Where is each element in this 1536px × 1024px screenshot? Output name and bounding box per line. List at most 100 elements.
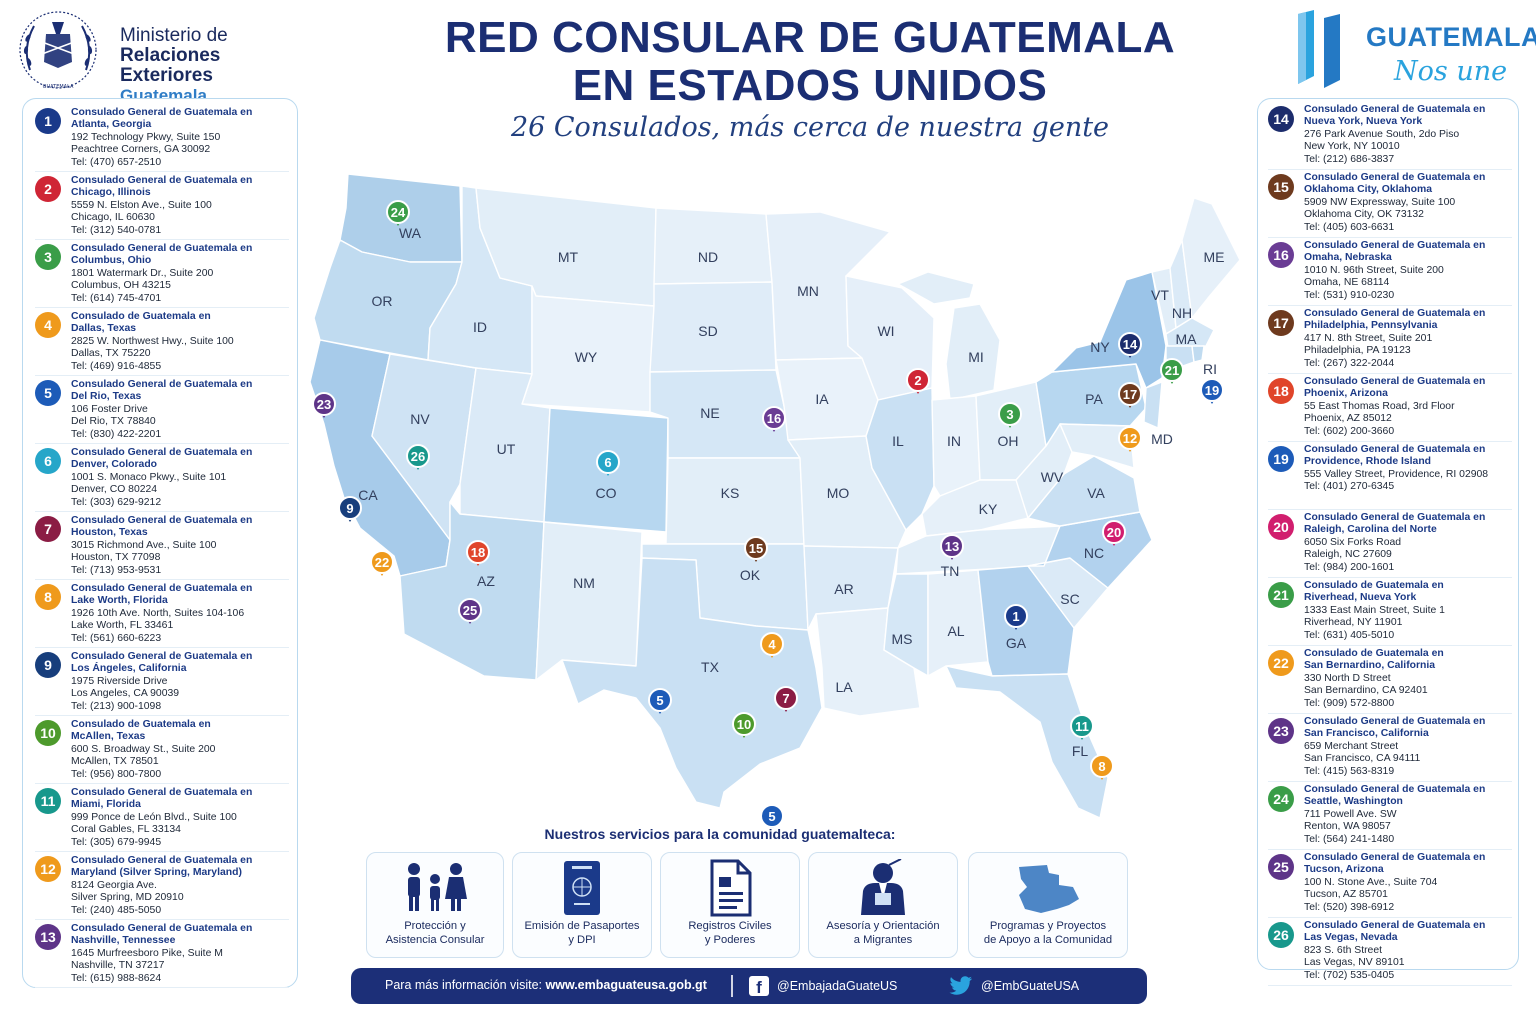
consulate-phone: Tel: (303) 629-9212	[71, 496, 162, 508]
consulate-marker-9[interactable]: 9	[338, 496, 362, 522]
marker-circle	[1160, 358, 1184, 382]
consulate-phone: Tel: (702) 535-0405	[1304, 969, 1395, 981]
consulate-marker-26[interactable]: 26	[406, 444, 430, 470]
consulate-marker-5[interactable]: 5	[760, 804, 784, 828]
marker-number: 24	[391, 205, 406, 220]
state-label-ms: MS	[892, 631, 913, 647]
consulate-marker-6[interactable]: 6	[596, 450, 620, 476]
marker-circle	[774, 686, 798, 710]
consulate-city-zip: Dallas, TX 75220	[71, 348, 151, 360]
marker-number: 6	[604, 455, 611, 470]
service-registros: Registros Civiles y Poderes	[660, 852, 800, 958]
consulate-number-badge: 7	[35, 516, 61, 542]
consulate-number-badge: 17	[1268, 310, 1294, 336]
twitter-link[interactable]: @EmbGuateUSA	[949, 975, 1079, 997]
service-3-line-2: y Poderes	[704, 934, 756, 946]
service-programas: Programas y Proyectos de Apoyo a la Comun…	[968, 852, 1128, 958]
state-label-mn: MN	[797, 283, 819, 299]
consulate-number-badge: 4	[35, 312, 61, 338]
consulate-marker-11[interactable]: 11	[1070, 714, 1094, 740]
state-ri	[1191, 345, 1205, 363]
consulate-marker-1[interactable]: 1	[1004, 604, 1028, 630]
consulate-phone: Tel: (312) 540-0781	[71, 224, 162, 236]
consulate-phone: Tel: (240) 485-5050	[71, 904, 162, 916]
footer-bar: Para más información visite: www.embagua…	[351, 968, 1147, 1004]
marker-number: 10	[737, 717, 751, 732]
facebook-link[interactable]: f @EmbajadaGuateUS	[749, 975, 897, 997]
marker-number: 3	[1006, 407, 1013, 422]
consulate-marker-2[interactable]: 2	[906, 368, 930, 394]
marker-number: 19	[1205, 383, 1219, 398]
consulate-marker-4[interactable]: 4	[760, 632, 784, 658]
state-label-or: OR	[372, 293, 393, 309]
marker-circle	[406, 444, 430, 468]
consulate-city: Philadelphia, Pennsylvania	[1304, 320, 1438, 332]
footer-website[interactable]: Para más información visite: www.embagua…	[385, 978, 707, 992]
consulate-marker-25[interactable]: 25	[458, 598, 482, 624]
consulate-city: Oklahoma City, Oklahoma	[1304, 184, 1432, 196]
consulate-city-zip: San Francisco, CA 94111	[1304, 753, 1421, 765]
consulate-city: Los Ángeles, California	[71, 663, 187, 675]
consulate-marker-14[interactable]: 14	[1118, 332, 1142, 358]
consulate-marker-17[interactable]: 17	[1118, 382, 1142, 408]
ministry-logo: GUATEMALA Ministerio de Relaciones Exter…	[12, 8, 312, 105]
consulate-marker-13[interactable]: 13	[940, 534, 964, 560]
consulate-city: Tucson, Arizona	[1304, 864, 1384, 876]
consulate-marker-12[interactable]: 12	[1118, 426, 1142, 452]
consulate-entry: 21 Consulado de Guatemala en Riverhead, Nu…	[1268, 578, 1512, 646]
consulate-marker-24[interactable]: 24	[386, 200, 410, 226]
consulate-marker-3[interactable]: 3	[998, 402, 1022, 428]
consulate-marker-19[interactable]: 19	[1200, 378, 1224, 404]
state-nj	[1143, 381, 1163, 429]
consulate-city-zip: McAllen, TX 78501	[71, 756, 159, 768]
consulate-marker-5[interactable]: 5	[648, 688, 672, 714]
consulate-name: Consulado General de Guatemala en	[1304, 444, 1486, 455]
service-5-line-2: de Apoyo a la Comunidad	[983, 934, 1113, 946]
state-label-sd: SD	[698, 323, 717, 339]
consulate-marker-8[interactable]: 8	[1090, 754, 1114, 780]
consulate-address: 276 Park Avenue South, 2do Piso	[1304, 128, 1460, 140]
consulate-city-zip: Houston, TX 77098	[71, 552, 161, 564]
consulate-name: Consulado General de Guatemala en	[1304, 852, 1486, 863]
consulate-marker-15[interactable]: 15	[744, 536, 768, 562]
consulate-marker-23[interactable]: 23	[312, 392, 336, 418]
consulate-entry: 18 Consulado General de Guatemala en Phoen…	[1268, 374, 1512, 442]
state-label-ky: KY	[979, 501, 998, 517]
consulate-name: Consulado de Guatemala en	[1304, 580, 1444, 591]
consulate-marker-22[interactable]: 22	[370, 550, 394, 576]
consulate-address: 5909 NW Expressway, Suite 100	[1304, 196, 1456, 208]
consulate-address: 1801 Watermark Dr., Suite 200	[71, 267, 214, 279]
marker-number: 5	[768, 809, 775, 824]
marker-number: 9	[346, 501, 353, 516]
marker-number: 2	[914, 373, 921, 388]
consulate-number-badge: 24	[1268, 786, 1294, 812]
marker-number: 21	[1165, 363, 1179, 378]
consulate-entry: 1 Consulado General de Guatemala en Atlant…	[35, 104, 289, 172]
services-title: Nuestros servicios para la comunidad gua…	[544, 826, 896, 842]
footer-website-url[interactable]: www.embaguateusa.gob.gt	[545, 978, 707, 992]
passport-icon	[564, 861, 600, 915]
consulate-address: 1645 Murfreesboro Pike, Suite M	[71, 947, 223, 959]
marker-circle	[1200, 378, 1224, 402]
consulate-marker-18[interactable]: 18	[466, 540, 490, 566]
service-1-line-1: Protección y	[404, 920, 466, 932]
consulate-city: Miami, Florida	[71, 799, 141, 811]
state-label-wi: WI	[877, 323, 894, 339]
consulate-entry: 13 Consulado General de Guatemala en Nashv…	[35, 920, 289, 988]
consulate-name: Consulado General de Guatemala en	[71, 243, 253, 254]
consulate-marker-20[interactable]: 20	[1102, 520, 1126, 546]
consulate-phone: Tel: (615) 988-8624	[71, 972, 162, 984]
consulate-entry: 7 Consulado General de Guatemala en Housto…	[35, 512, 289, 580]
consulate-address: 417 N. 8th Street, Suite 201	[1304, 332, 1433, 344]
consulate-entry: 19 Consulado General de Guatemala en Provi…	[1268, 442, 1512, 510]
consulate-marker-21[interactable]: 21	[1160, 358, 1184, 384]
marker-number: 20	[1107, 525, 1121, 540]
consulate-number-badge: 19	[1268, 446, 1294, 472]
brand-mark-icon	[1298, 10, 1340, 88]
consulate-phone: Tel: (470) 657-2510	[71, 156, 162, 168]
state-label-tx: TX	[701, 659, 720, 675]
consulate-marker-7[interactable]: 7	[774, 686, 798, 712]
consulate-marker-16[interactable]: 16	[762, 406, 786, 432]
consulate-marker-10[interactable]: 10	[732, 712, 756, 738]
brand-word: GUATEMALA	[1366, 22, 1536, 52]
